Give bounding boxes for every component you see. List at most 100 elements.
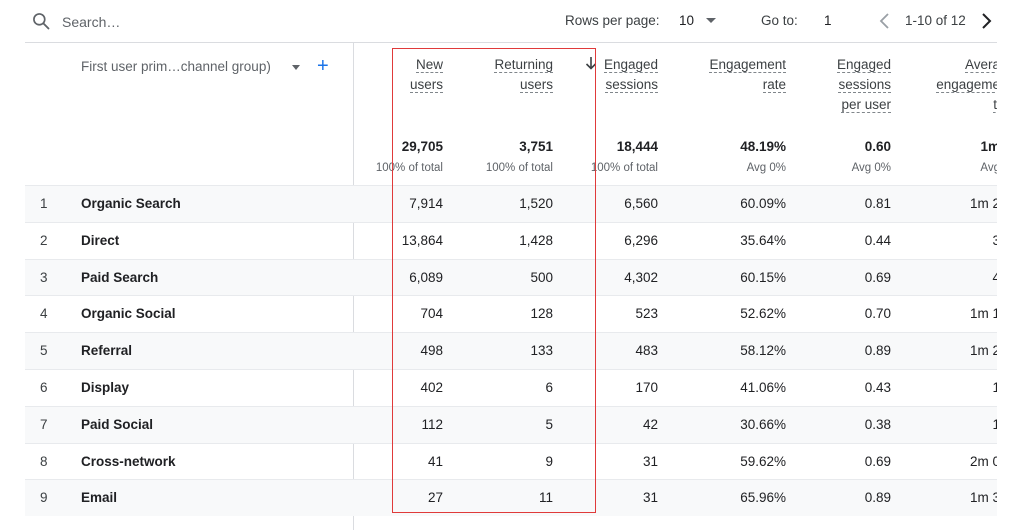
cell-returning-users: 1,520 [519, 196, 553, 211]
chevron-right-icon[interactable] [976, 11, 996, 31]
cell-returning-users: 133 [530, 343, 553, 359]
row-index: 3 [40, 269, 48, 285]
goto-page-input[interactable]: 1 [824, 13, 832, 28]
cell-new-users: 7,914 [409, 196, 443, 211]
cell-engaged-per-user: 0.69 [864, 453, 891, 469]
table-row[interactable]: 4 Organic Social 704 128 523 52.62% 0.70 1m 1 [25, 295, 997, 332]
chevron-left-icon[interactable] [875, 11, 895, 31]
row-index: 4 [40, 306, 48, 322]
table-row[interactable]: 5 Referral 498 133 483 58.12% 0.89 1m 2 [25, 332, 997, 370]
cell-avg-engagement: 1m 1 [969, 306, 997, 322]
rows-per-page-label: Rows per page: [565, 13, 660, 28]
column-total-note: Avg 0% [746, 162, 786, 174]
column-total: 3,751 [519, 139, 553, 154]
cell-returning-users: 128 [530, 306, 553, 322]
row-index: 8 [40, 453, 48, 469]
channel-name[interactable]: Cross-network [81, 453, 176, 469]
row-index: 2 [40, 232, 48, 248]
add-dimension-icon[interactable]: + [317, 55, 329, 77]
column-total: 18,444 [616, 139, 658, 154]
sort-descending-icon[interactable] [584, 55, 598, 71]
table-row[interactable]: 2 Direct 13,864 1,428 6,296 35.64% 0.44 3 [25, 221, 997, 259]
table-row[interactable]: 1 Organic Search 7,914 1,520 6,560 60.09% 0.81… [25, 185, 997, 222]
channel-name[interactable]: Organic Search [81, 196, 181, 211]
cell-engaged-sessions: 523 [635, 306, 658, 322]
cell-returning-users: 5 [545, 416, 553, 432]
channel-name[interactable]: Paid Search [81, 269, 159, 285]
cell-avg-engagement: 4 [992, 269, 997, 285]
table-row[interactable]: 6 Display 402 6 170 41.06% 0.43 1 [25, 369, 997, 406]
cell-returning-users: 500 [530, 269, 553, 285]
cell-engagement-rate: 58.12% [740, 343, 786, 359]
column-total-note: 100% of total [590, 162, 658, 174]
cell-engaged-sessions: 31 [642, 453, 658, 469]
cell-engaged-sessions: 170 [635, 380, 658, 395]
report-table: Rows per page: 10 Go to: 1 1-10 of 12 Fi… [25, 0, 997, 530]
cell-returning-users: 6 [545, 380, 553, 395]
cell-engaged-per-user: 0.89 [864, 343, 891, 359]
search-input[interactable] [60, 10, 364, 34]
cell-avg-engagement: 1 [992, 380, 997, 395]
column-total-note: Avg 0% [851, 162, 891, 174]
cell-engaged-per-user: 0.43 [864, 380, 891, 395]
rows-per-page-select[interactable]: 10 [679, 13, 695, 28]
cell-engaged-per-user: 0.69 [864, 269, 891, 285]
cell-engaged-per-user: 0.38 [864, 416, 891, 432]
column-total: 48.19% [740, 139, 786, 154]
cell-new-users: 6,089 [409, 269, 443, 285]
cell-engaged-per-user: 0.44 [864, 232, 891, 248]
column-total-note: 100% of total [485, 162, 553, 174]
table-row[interactable]: 7 Paid Social 112 5 42 30.66% 0.38 1 [25, 405, 997, 443]
column-header-returning-users[interactable]: Returning users [494, 57, 553, 93]
cell-returning-users: 11 [538, 490, 553, 506]
column-header-engagement-rate[interactable]: Engagement rate [709, 57, 786, 93]
cell-engaged-per-user: 0.70 [864, 306, 891, 322]
cell-engaged-sessions: 42 [642, 416, 658, 432]
channel-name[interactable]: Email [81, 490, 118, 506]
channel-name[interactable]: Organic Social [81, 306, 176, 322]
cell-new-users: 27 [427, 490, 443, 506]
column-total: 0.60 [864, 139, 891, 154]
cell-engagement-rate: 52.62% [740, 306, 786, 322]
cell-engaged-per-user: 0.89 [864, 490, 891, 506]
cell-engagement-rate: 65.96% [740, 490, 786, 506]
cell-new-users: 13,864 [401, 232, 443, 248]
dimension-column-header[interactable]: First user prim…channel group) [81, 59, 271, 74]
cell-engagement-rate: 41.06% [740, 380, 786, 395]
cell-engagement-rate: 30.66% [740, 416, 786, 432]
cell-engaged-per-user: 0.81 [864, 196, 891, 211]
chevron-down-icon[interactable] [706, 18, 716, 23]
cell-engagement-rate: 35.64% [740, 232, 786, 248]
column-total: 29,705 [401, 139, 443, 154]
column-header-new-users[interactable]: New users [409, 57, 443, 93]
column-total-note: Avg [980, 162, 997, 174]
search-icon[interactable] [31, 11, 51, 31]
dimension-dropdown-icon[interactable] [292, 65, 300, 70]
column-total-note: 100% of total [375, 162, 443, 174]
cell-avg-engagement: 2m 0 [969, 453, 997, 469]
column-header-engaged-sessions[interactable]: Engaged sessions [603, 57, 658, 93]
channel-name[interactable]: Direct [81, 232, 120, 248]
cell-engaged-sessions: 6,560 [624, 196, 658, 211]
row-index: 6 [40, 380, 48, 395]
goto-label: Go to: [761, 13, 798, 28]
channel-name[interactable]: Paid Social [81, 416, 154, 432]
row-index: 1 [40, 196, 48, 211]
table-row[interactable]: 9 Email 27 11 31 65.96% 0.89 1m 3 [25, 479, 997, 517]
cell-avg-engagement: 1m 2 [969, 343, 997, 359]
table-row[interactable]: 8 Cross-network 41 9 31 59.62% 0.69 2m 0 [25, 442, 997, 480]
channel-name[interactable]: Referral [81, 343, 133, 359]
channel-name[interactable]: Display [81, 380, 130, 395]
cell-engaged-sessions: 6,296 [624, 232, 658, 248]
row-index: 5 [40, 343, 48, 359]
table-row[interactable]: 3 Paid Search 6,089 500 4,302 60.15% 0.69 4 [25, 258, 997, 296]
cell-avg-engagement: 1 [992, 416, 997, 432]
cell-new-users: 112 [421, 416, 443, 432]
cell-avg-engagement: 1m 3 [969, 490, 997, 506]
column-header-avg-engagement[interactable]: Averaengagemeti [936, 55, 997, 115]
table-toolbar: Rows per page: 10 Go to: 1 1-10 of 12 [25, 0, 997, 43]
row-index: 9 [40, 490, 48, 506]
cell-avg-engagement: 3 [992, 232, 997, 248]
column-header-engaged-per-user[interactable]: Engaged sessions per user [836, 57, 891, 113]
cell-returning-users: 9 [545, 453, 553, 469]
